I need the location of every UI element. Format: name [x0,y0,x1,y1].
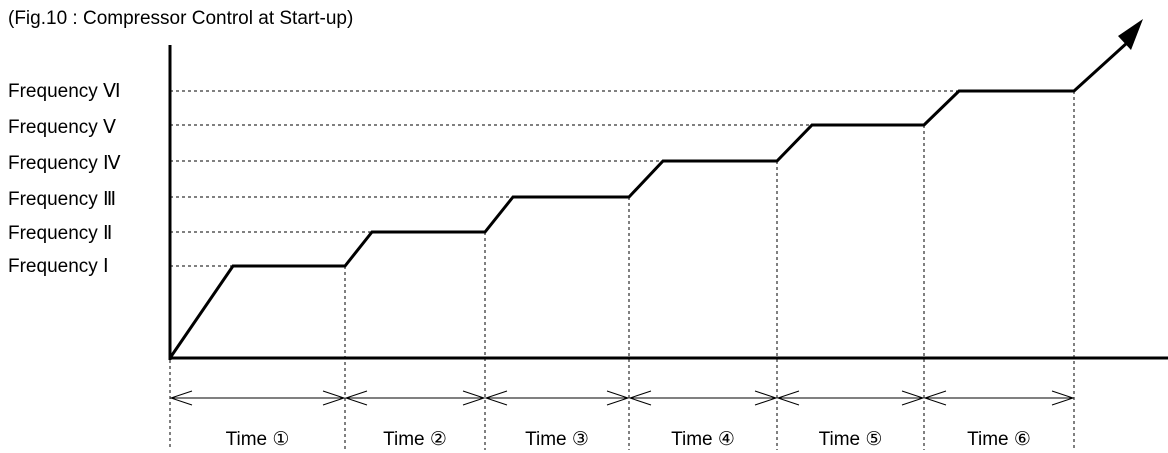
time-span-arrowhead-left-5 [776,390,800,406]
time-label-5: Time ⑤ [819,429,883,450]
frequency-label-2: Frequency Ⅱ [8,223,112,244]
frequency-label-4: Frequency Ⅳ [8,153,121,174]
time-span-arrowhead-left-4 [628,390,652,406]
time-label-1: Time ① [226,429,290,450]
time-labels: Time ① Time ② Time ③ Time ④ Time ⑤ Time ⑥ [226,429,1031,450]
time-span-arrowhead-left-6 [923,390,947,406]
time-label-2: Time ② [383,429,447,450]
frequency-label-1: Frequency Ⅰ [8,256,109,277]
time-span-arrowhead-right-3 [606,390,630,406]
frequency-labels: Frequency Ⅰ Frequency Ⅱ Frequency Ⅲ Frequen… [8,81,121,277]
time-span-arrowhead-right-5 [901,390,925,406]
time-label-3: Time ③ [525,429,589,450]
frequency-label-6: Frequency Ⅵ [8,81,121,102]
time-span-arrowhead-left-1 [169,390,193,406]
continuation-arrowhead [1118,19,1143,50]
time-span-arrowhead-right-2 [462,390,486,406]
time-span-arrowhead-right-4 [754,390,778,406]
frequency-ramp-curve [168,40,1130,359]
time-label-4: Time ④ [671,429,735,450]
time-span-arrowhead-right-1 [322,390,346,406]
time-dimension-arrows [169,390,1075,406]
frequency-label-5: Frequency Ⅴ [8,117,116,138]
time-span-arrowhead-right-6 [1051,390,1075,406]
time-label-6: Time ⑥ [967,429,1031,450]
frequency-label-3: Frequency Ⅲ [8,189,116,210]
figure-title: (Fig.10 : Compressor Control at Start-up… [8,8,353,29]
time-span-arrowhead-left-2 [344,390,368,406]
time-span-arrowhead-left-3 [484,390,508,406]
frequency-guide-lines [170,90,959,267]
